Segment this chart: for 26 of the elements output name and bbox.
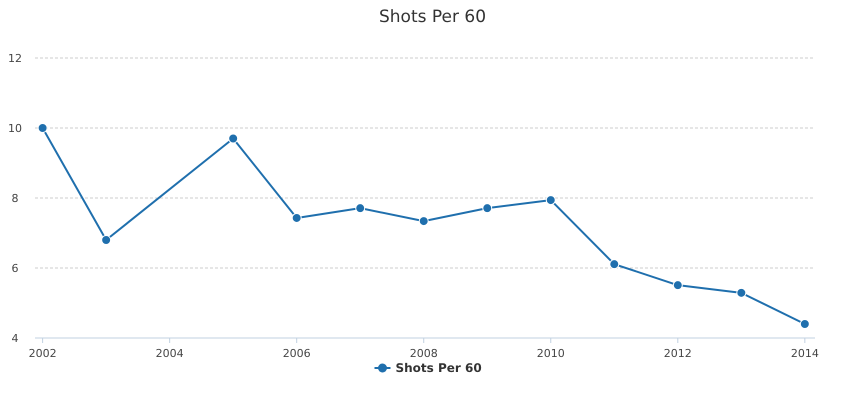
point [101, 235, 112, 245]
y-tick-label: 12 [8, 52, 22, 65]
point [38, 123, 48, 133]
point [482, 203, 492, 214]
point [800, 319, 810, 329]
point [292, 212, 302, 223]
y-tick-label: 10 [8, 122, 22, 135]
chart-title: Shots Per 60 [378, 7, 486, 27]
y-tick-label: 4 [12, 332, 18, 345]
x-tick-label: 2004 [156, 347, 184, 360]
x-tick-label: 2006 [282, 347, 311, 360]
legend-label: Shots Per 60 [396, 361, 482, 375]
y-tick-label: 8 [12, 192, 18, 205]
point [228, 134, 238, 144]
point [418, 216, 429, 226]
point [736, 288, 746, 298]
x-tick-label: 2008 [410, 347, 438, 360]
y-tick-label: 6 [12, 262, 18, 275]
point [546, 195, 556, 206]
x-tick-label: 2012 [664, 347, 692, 360]
point [609, 259, 620, 270]
x-tick-label: 2002 [28, 347, 57, 360]
x-tick-label: 2010 [536, 347, 565, 360]
point [672, 280, 683, 290]
x-tick-label: 2014 [790, 347, 819, 360]
point [355, 203, 366, 214]
